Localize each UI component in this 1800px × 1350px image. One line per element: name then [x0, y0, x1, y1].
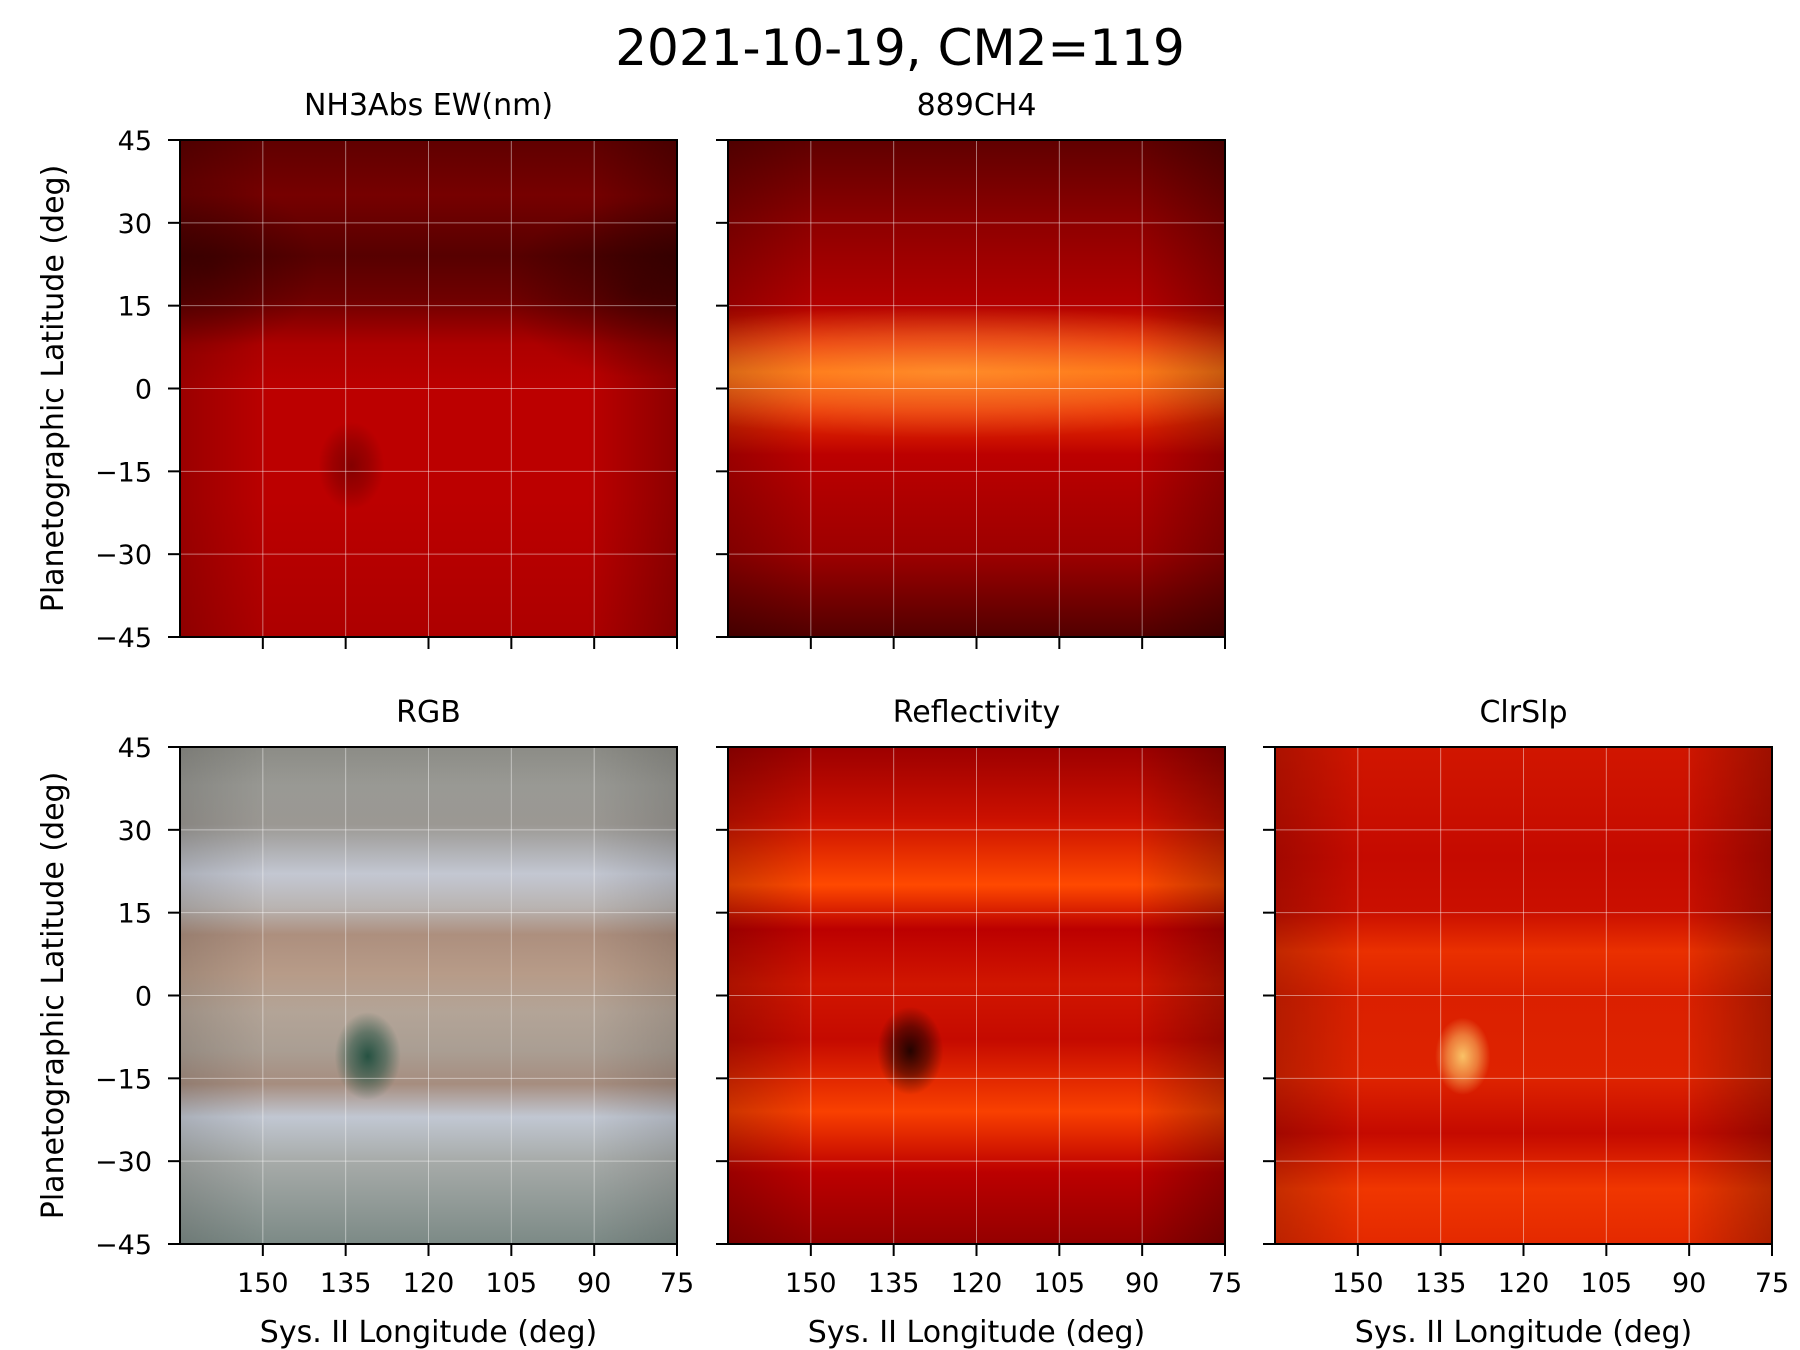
y-tick-label: −30 — [95, 540, 152, 571]
x-tick-label: 75 — [1208, 1268, 1242, 1299]
y-tick-label: −15 — [95, 457, 152, 488]
heatmap-889ch4 — [728, 140, 1225, 637]
panel-rgb: 150 135 120 105 90 754530150−15−30−45RGBSys. … — [36, 695, 694, 1350]
y-tick-label: −30 — [95, 1147, 152, 1178]
y-tick-label: 30 — [118, 816, 152, 847]
bright-spot — [1435, 1017, 1491, 1095]
x-tick-label: 105 — [1581, 1268, 1633, 1299]
dark-spot — [334, 1012, 401, 1101]
heatmap-clrslp — [1275, 747, 1772, 1244]
x-axis-label: Sys. II Longitude (deg) — [808, 1315, 1145, 1350]
x-tick-label: 120 — [951, 1268, 1003, 1299]
x-tick-label: 105 — [486, 1268, 538, 1299]
x-tick-label: 135 — [868, 1268, 920, 1299]
x-tick-label: 135 — [320, 1268, 372, 1299]
y-axis-label: Planetographic Latitude (deg) — [36, 772, 71, 1220]
x-tick-label: 90 — [1672, 1268, 1706, 1299]
x-axis-label: Sys. II Longitude (deg) — [260, 1315, 597, 1350]
ticks — [168, 746, 678, 1256]
heatmap-rgb — [180, 747, 677, 1244]
ticks — [1263, 746, 1773, 1256]
ticks — [716, 139, 1226, 649]
y-tick-label: 0 — [135, 982, 152, 1013]
panel-title: Reflectivity — [893, 695, 1061, 730]
y-tick-label: −15 — [95, 1064, 152, 1095]
x-tick-label: 120 — [1498, 1268, 1550, 1299]
x-tick-label: 135 — [1415, 1268, 1467, 1299]
y-tick-label: 15 — [118, 899, 152, 930]
x-tick-label: 120 — [403, 1268, 455, 1299]
panel-889ch4: 889CH4 — [716, 88, 1226, 649]
x-tick-label: 75 — [1755, 1268, 1789, 1299]
dark-spot — [318, 421, 385, 510]
dark-patch — [505, 200, 677, 378]
panel-title: NH3Abs EW(nm) — [304, 88, 553, 123]
ticks — [168, 139, 678, 649]
x-tick-label: 150 — [785, 1268, 837, 1299]
x-tick-label: 150 — [237, 1268, 289, 1299]
y-tick-label: 45 — [118, 733, 152, 764]
y-tick-label: 15 — [118, 292, 152, 323]
x-axis-label: Sys. II Longitude (deg) — [1355, 1315, 1692, 1350]
panel-title: 889CH4 — [917, 88, 1037, 123]
panel-reflectivity: 150 135 120 105 90 75 Reflectivity Sys. II Long… — [716, 695, 1242, 1350]
panel-clrslp: 150 135 120 105 90 75 ClrSlp Sys. II Longitude … — [1263, 695, 1789, 1350]
heatmap-nh3abs-ew-nm — [180, 140, 677, 637]
ticks — [716, 746, 1226, 1256]
x-tick-label: 105 — [1034, 1268, 1086, 1299]
x-tick-label: 90 — [1125, 1268, 1159, 1299]
y-tick-label: 0 — [135, 375, 152, 406]
y-tick-label: 30 — [118, 209, 152, 240]
y-tick-label: −45 — [95, 1230, 152, 1261]
heatmap-reflectivity — [728, 747, 1225, 1244]
panel-title: RGB — [396, 695, 461, 730]
figure-title: 2021-10-19, CM2=119 — [615, 19, 1185, 77]
y-axis-label: Planetographic Latitude (deg) — [36, 165, 71, 613]
y-tick-label: 45 — [118, 126, 152, 157]
x-tick-label: 75 — [660, 1268, 694, 1299]
y-tick-label: −45 — [95, 623, 152, 654]
dark-patch — [180, 178, 319, 356]
x-tick-label: 90 — [577, 1268, 611, 1299]
bright-equatorial-zone — [728, 305, 1225, 439]
x-tick-label: 150 — [1332, 1268, 1384, 1299]
panel-title: ClrSlp — [1479, 695, 1567, 730]
panel-nh3abs-ew-nm: 45 30 15 0 −15 −30 −45 NH3Abs EW(nm) Planetograp… — [36, 88, 678, 654]
dark-spot — [877, 1006, 944, 1095]
